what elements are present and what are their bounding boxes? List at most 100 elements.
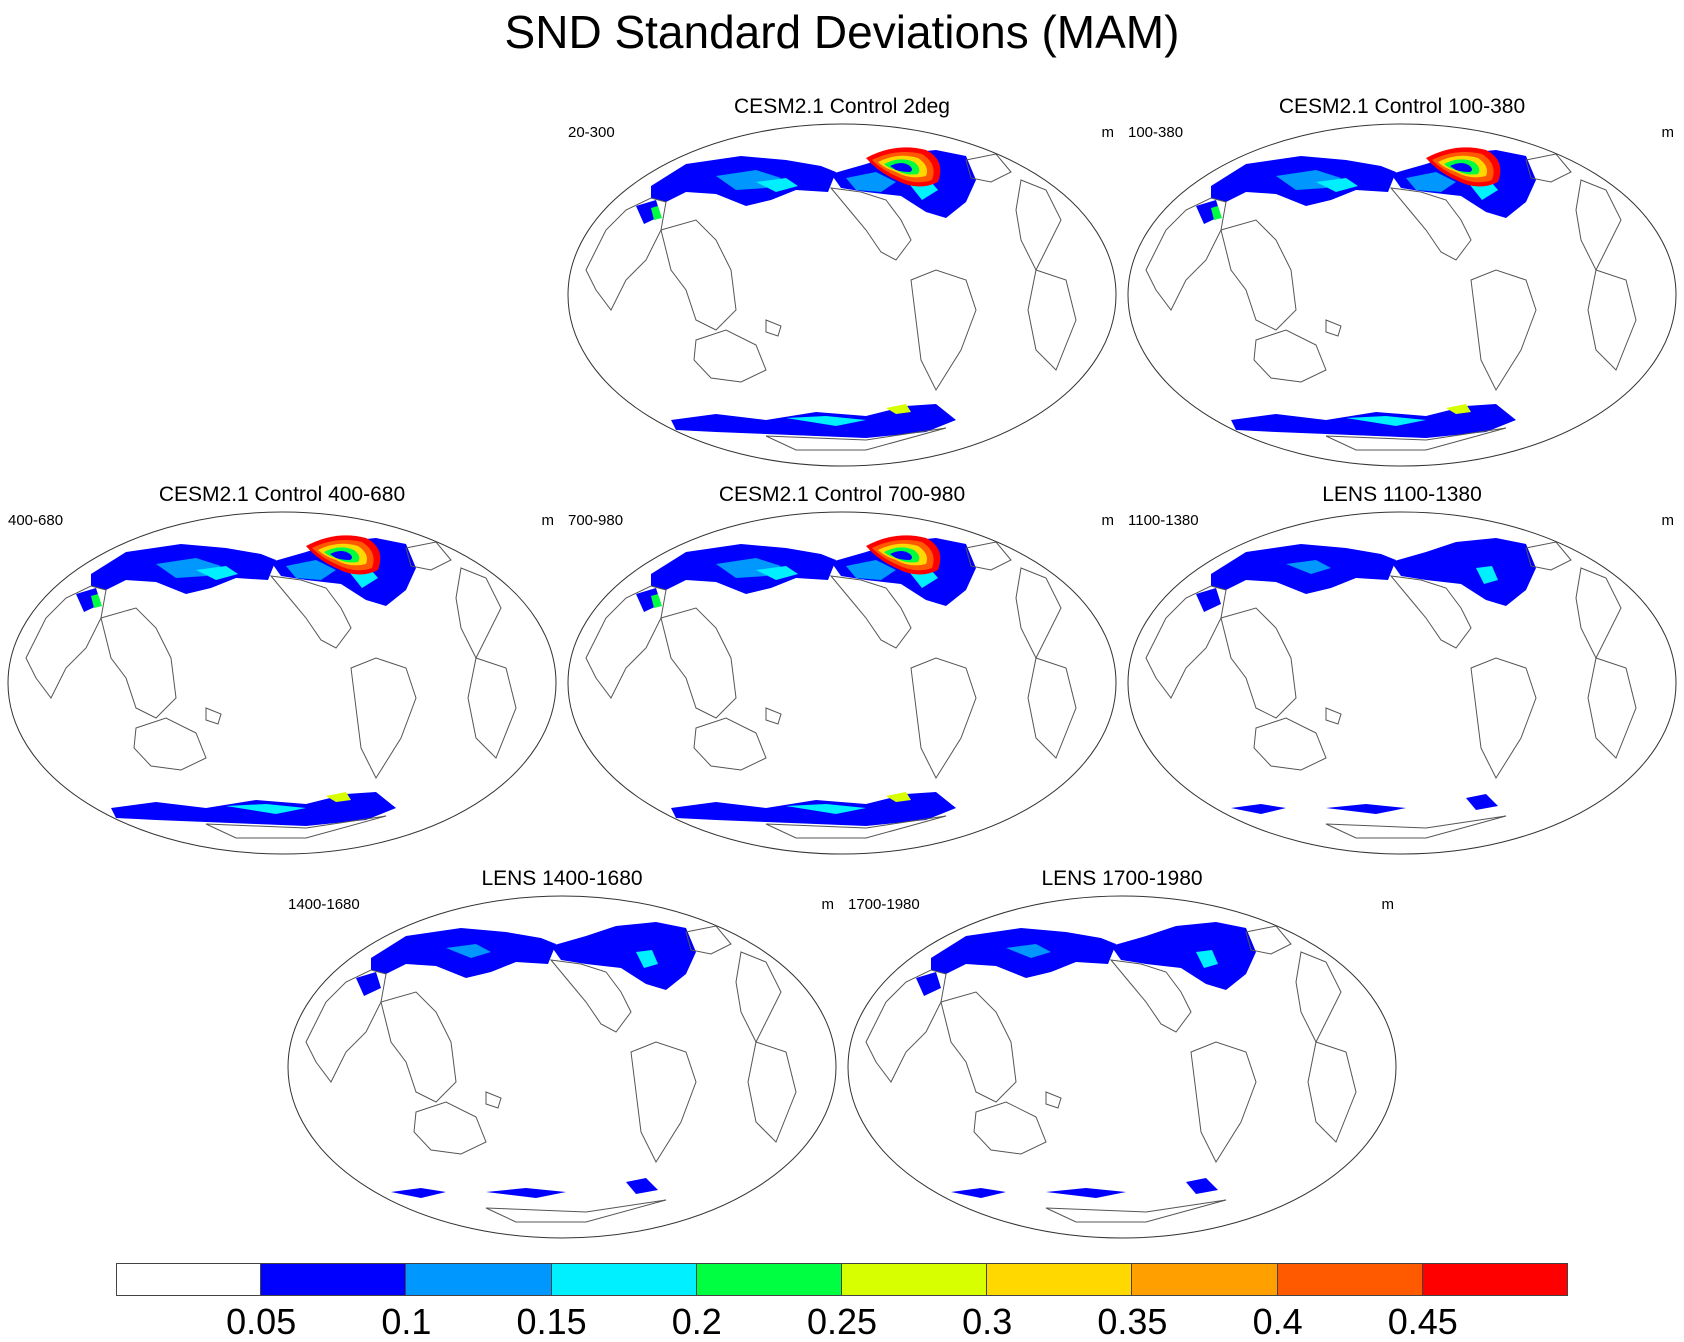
world-map [287, 895, 837, 1239]
coastline [1587, 657, 1637, 759]
panel-title: CESM2.1 Control 700-980 [718, 483, 966, 506]
coastline [965, 153, 1012, 183]
colorbar-box [696, 1263, 842, 1296]
coastline [350, 657, 417, 780]
snow-region [1006, 944, 1051, 958]
coastline [205, 815, 387, 839]
snow-region [1196, 588, 1221, 612]
snow-region [846, 560, 896, 580]
snow-field [1145, 538, 1637, 839]
coastline [1220, 219, 1297, 331]
snow-region [1476, 566, 1498, 584]
coastline [485, 1199, 667, 1223]
colorbar-tick-label: 0.1 [381, 1301, 432, 1342]
map-background [568, 124, 1116, 466]
map-panel: CESM2.1 Control 700-980 700-980 m [566, 482, 1118, 857]
snow-region [551, 922, 696, 990]
map-panel: LENS 1700-1980 1700-1980 m [846, 866, 1398, 1241]
snow-region [886, 792, 911, 802]
snow-region [1466, 794, 1498, 810]
snow-region [91, 594, 102, 608]
snow-region [226, 804, 306, 814]
snow-region [446, 944, 491, 958]
panel-title: CESM2.1 Control 400-680 [158, 483, 406, 506]
panel-units-label: m [1101, 124, 1115, 141]
snow-region [651, 594, 662, 608]
panel-units-label: m [1661, 124, 1675, 141]
coastline [1245, 925, 1292, 955]
panel-years-label: 1700-1980 [848, 896, 920, 913]
snow-region [1286, 560, 1331, 574]
coastline [205, 707, 222, 725]
coastline [1587, 269, 1637, 371]
snow-region [1326, 804, 1406, 814]
snow-region [651, 206, 662, 220]
coastline [1525, 541, 1572, 571]
coastline [485, 1091, 502, 1109]
snow-region [626, 1178, 658, 1194]
snow-region [786, 804, 866, 814]
map-background [8, 512, 556, 854]
coastline [1220, 607, 1297, 719]
colorbar-box [1422, 1263, 1568, 1296]
snow-region [330, 551, 352, 560]
coastline [973, 1101, 1047, 1155]
panel-years-label: 100-380 [1128, 124, 1184, 141]
coastline [829, 575, 912, 649]
world-map [567, 511, 1117, 855]
map-background [568, 512, 1116, 854]
map-border [7, 511, 557, 855]
colorbar-box [261, 1263, 407, 1296]
map-panel: CESM2.1 Control 400-680 400-680 m [6, 482, 558, 857]
panel-years-label: 1400-1680 [288, 896, 360, 913]
snow-region [846, 172, 896, 192]
panel-title: LENS 1700-1980 [1041, 867, 1203, 890]
colorbar-tick-label: 0.05 [226, 1301, 297, 1342]
coastline [405, 541, 452, 571]
snow-region [1406, 172, 1456, 192]
panel-years-label: 400-680 [8, 512, 64, 529]
coastline [413, 1101, 487, 1155]
coastline [380, 991, 457, 1103]
world-map [847, 895, 1397, 1239]
coastline [660, 607, 737, 719]
coastline [693, 329, 767, 383]
snow-region [636, 950, 658, 968]
world-map [567, 123, 1117, 467]
snow-field [585, 147, 1077, 451]
snow-region [326, 792, 351, 802]
coastline [660, 219, 737, 331]
map-border [567, 123, 1117, 467]
coastline [747, 1041, 797, 1143]
map-background [288, 896, 836, 1238]
panel-years-label: 20-300 [568, 124, 615, 141]
snow-region [391, 1188, 446, 1198]
world-map [1127, 511, 1677, 855]
colorbar-tick-label: 0.3 [962, 1301, 1013, 1342]
snow-region [756, 178, 798, 192]
snow-region [756, 566, 798, 580]
coastline [630, 1041, 697, 1164]
snow-region [916, 972, 941, 996]
snow-region [890, 551, 912, 560]
panel-units-label: m [1661, 512, 1675, 529]
map-panel: LENS 1100-1380 1100-1380 m [1126, 482, 1678, 857]
colorbar-box [987, 1263, 1133, 1296]
snow-region [1391, 538, 1536, 606]
snow-region [951, 1188, 1006, 1198]
colorbar-box [406, 1263, 552, 1296]
snow-region [1211, 206, 1222, 220]
colorbar-tick-label: 0.4 [1252, 1301, 1303, 1342]
snow-region [286, 560, 336, 580]
snow-region [1450, 163, 1472, 172]
coastline [100, 607, 177, 719]
snow-region [1186, 1178, 1218, 1194]
map-border [847, 895, 1397, 1239]
figure-title: SND Standard Deviations (MAM) [504, 6, 1180, 58]
colorbar-box [551, 1263, 697, 1296]
snow-region [1111, 922, 1256, 990]
coastline [765, 707, 782, 725]
panel-units-label: m [1381, 896, 1395, 913]
coastline [829, 187, 912, 261]
snow-field [25, 535, 517, 839]
